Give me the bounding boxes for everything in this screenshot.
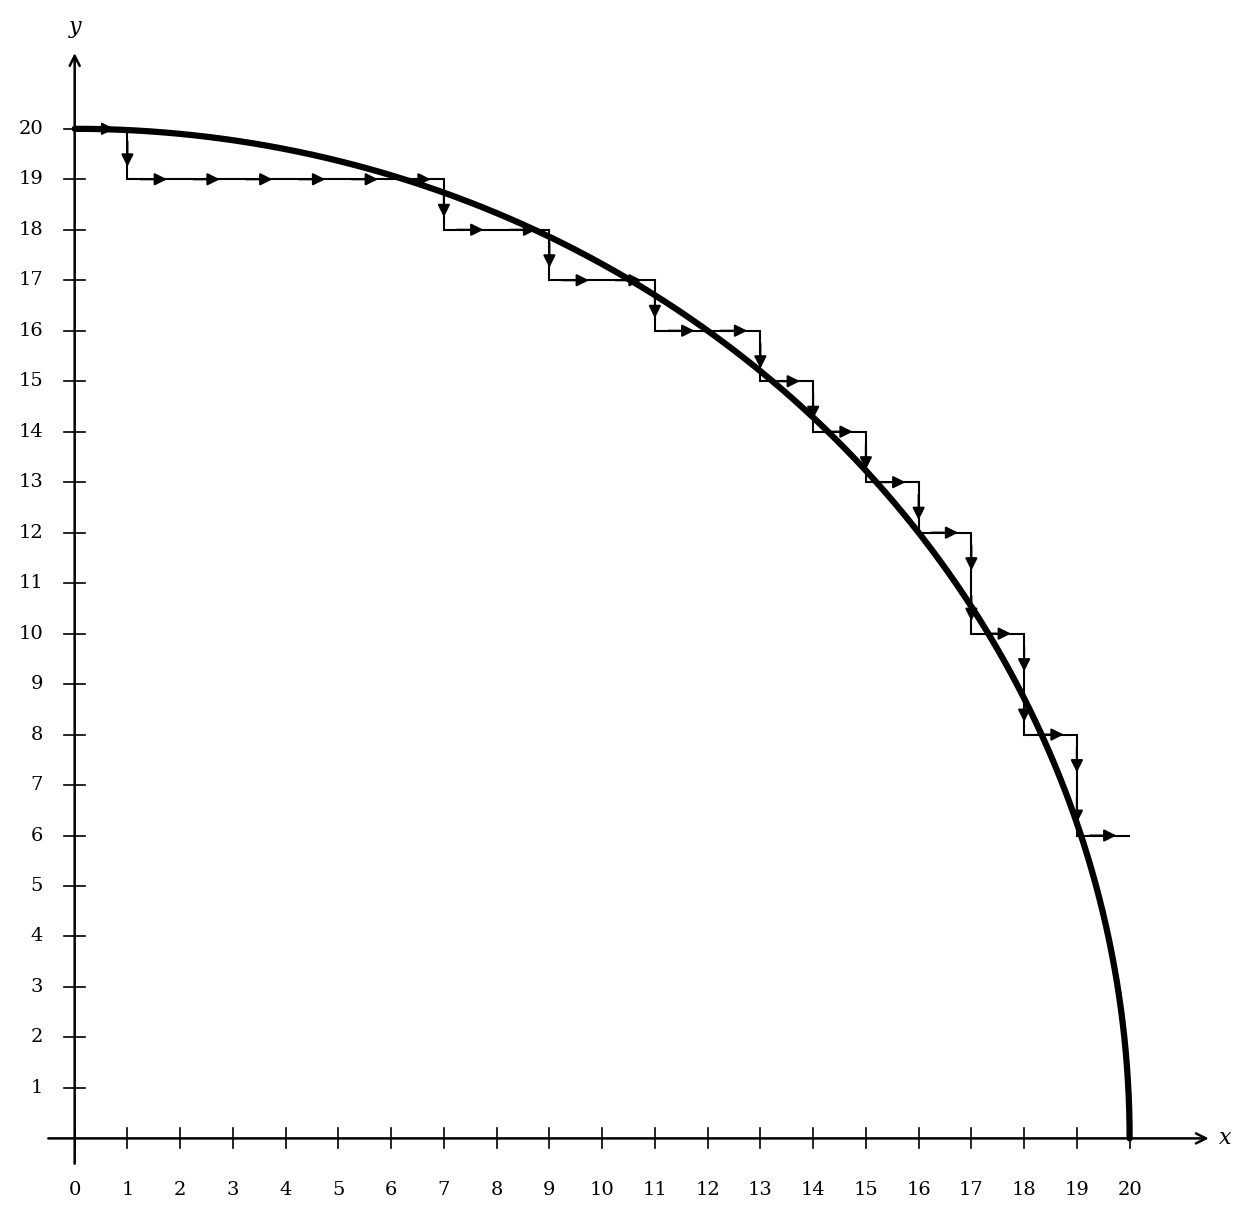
Text: 0: 0: [69, 1181, 81, 1200]
Text: 18: 18: [1012, 1181, 1037, 1200]
Text: 2: 2: [31, 1028, 42, 1046]
Text: 18: 18: [19, 221, 42, 238]
Text: 14: 14: [801, 1181, 826, 1200]
Text: 3: 3: [30, 977, 42, 996]
Text: 16: 16: [907, 1181, 931, 1200]
Text: 19: 19: [19, 171, 42, 188]
Text: 8: 8: [491, 1181, 503, 1200]
Text: 14: 14: [19, 422, 42, 441]
Text: 12: 12: [696, 1181, 719, 1200]
Text: 13: 13: [748, 1181, 773, 1200]
Text: 4: 4: [280, 1181, 292, 1200]
Text: 5: 5: [332, 1181, 345, 1200]
Text: 7: 7: [437, 1181, 450, 1200]
Text: 11: 11: [19, 575, 42, 592]
Text: 9: 9: [30, 675, 42, 693]
Text: 11: 11: [642, 1181, 667, 1200]
Text: 10: 10: [19, 625, 42, 642]
Text: 15: 15: [853, 1181, 878, 1200]
Text: 20: 20: [19, 120, 42, 138]
Text: 8: 8: [31, 726, 42, 744]
Text: 16: 16: [19, 322, 42, 340]
Text: 1: 1: [31, 1079, 42, 1097]
Text: 1: 1: [121, 1181, 134, 1200]
Text: 3: 3: [226, 1181, 239, 1200]
Text: 2: 2: [174, 1181, 186, 1200]
Text: 9: 9: [543, 1181, 556, 1200]
Text: y: y: [69, 16, 81, 38]
Text: 17: 17: [19, 271, 42, 290]
Text: 20: 20: [1118, 1181, 1142, 1200]
Text: 4: 4: [31, 927, 42, 946]
Text: 15: 15: [19, 372, 42, 391]
Text: x: x: [1219, 1127, 1232, 1149]
Text: 6: 6: [31, 826, 42, 845]
Text: 5: 5: [31, 877, 42, 895]
Text: 10: 10: [590, 1181, 615, 1200]
Text: 17: 17: [959, 1181, 984, 1200]
Text: 7: 7: [31, 776, 42, 795]
Text: 13: 13: [19, 473, 42, 491]
Text: 12: 12: [19, 523, 42, 542]
Text: 19: 19: [1064, 1181, 1089, 1200]
Text: 6: 6: [385, 1181, 397, 1200]
